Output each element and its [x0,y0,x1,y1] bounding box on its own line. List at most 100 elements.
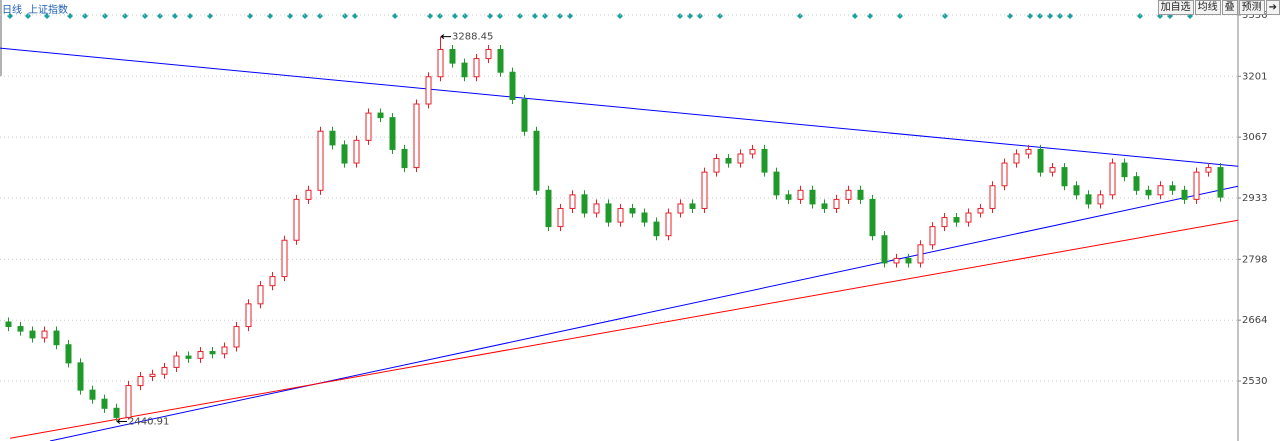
signal-marker [1007,13,1013,19]
candle-body [737,153,744,164]
candle-body [173,355,180,368]
candle-body [701,171,708,209]
candle-body [1073,185,1080,196]
candle-body [1133,176,1140,191]
candle-body [1001,162,1008,187]
candle-body [305,189,312,200]
signal-marker [25,13,31,19]
candle-body [1217,167,1224,198]
signal-marker [532,13,538,19]
toolbar-button[interactable]: 叠 [1221,0,1238,15]
candle-body [461,62,468,78]
toolbar: 加自选 均线 叠 预测 ➔ [1157,0,1280,15]
signal-marker [1027,13,1033,19]
candle-body [245,303,252,328]
candle-body [17,326,24,332]
signal-marker [287,13,293,19]
y-tick-label: 2530 [1242,376,1267,387]
candle-body [689,203,696,209]
y-tick-label: 2933 [1242,193,1267,204]
candle-body [113,407,120,418]
candle-body [773,171,780,196]
candle-body [473,58,480,78]
candle-body [845,189,852,200]
index-name: 上证指数 [28,5,68,16]
candle-body [1037,148,1044,173]
signal-marker [517,13,523,19]
signal-marker [497,13,503,19]
candle-body [557,207,564,228]
candle-body [1145,189,1152,196]
signal-marker [617,13,623,19]
y-tick-label: 3201 [1242,71,1267,82]
signal-marker [567,13,573,19]
candle-body [5,321,12,328]
signal-marker [1057,13,1063,19]
candle-body [257,285,264,305]
high-pointer [440,34,451,39]
candle-body [413,103,420,169]
candle-body [569,194,576,209]
exit-button[interactable]: ➔ [1265,0,1280,15]
signal-marker [342,13,348,19]
candle-body [1193,171,1200,200]
signal-marker [717,13,723,19]
candle-body [509,71,516,100]
toolbar-button[interactable]: 均线 [1194,0,1221,15]
candle-body [989,185,996,209]
candle-body [77,362,84,391]
candle-body [149,373,156,378]
signal-marker [172,13,178,19]
signal-marker [487,13,493,19]
candle-body [293,198,300,241]
period-label[interactable]: 日线 [2,5,22,16]
candle-body [1061,167,1068,187]
candle-body [185,355,192,359]
signal-marker [852,13,858,19]
signal-marker [1047,13,1053,19]
y-tick-label: 2798 [1242,254,1267,265]
candle-body [617,207,624,223]
signal-marker [867,13,873,19]
candle-body [1013,153,1020,164]
y-tick-label: 3067 [1242,132,1267,143]
signal-marker [392,13,398,19]
candle-body [881,235,888,264]
candle-body [797,189,804,200]
signal-marker [247,13,253,19]
signal-marker [302,13,308,19]
candle-body [521,98,528,132]
signal-marker [687,13,693,19]
candle-body [377,112,384,119]
signal-marker [427,13,433,19]
candle-body [365,112,372,141]
candle-body [965,212,972,223]
chart-header: 日线 上证指数 [2,1,74,16]
signal-marker [462,13,468,19]
trend-line [49,185,1238,441]
candle-body [29,330,36,339]
candle-body [1205,167,1212,173]
signal-marker [437,13,443,19]
candle-body [653,221,660,237]
candle-body [929,226,936,246]
signal-marker [1137,13,1143,19]
signal-marker [207,13,213,19]
candle-body [101,398,108,409]
candle-body [953,217,960,223]
candle-body [137,376,144,387]
candle-body [125,385,132,418]
signal-marker [352,13,358,19]
candle-body [941,217,948,228]
candle-body [761,148,768,173]
signal-marker [122,13,128,19]
candle-body [209,351,216,355]
candle-body [437,49,444,78]
candle-body [1121,162,1128,178]
candle-body [53,330,60,346]
toolbar-button[interactable]: 加自选 [1157,0,1194,15]
high-label: 3288.45 [452,32,493,43]
toolbar-button[interactable]: 预测 [1238,0,1265,15]
signal-marker [797,13,803,19]
